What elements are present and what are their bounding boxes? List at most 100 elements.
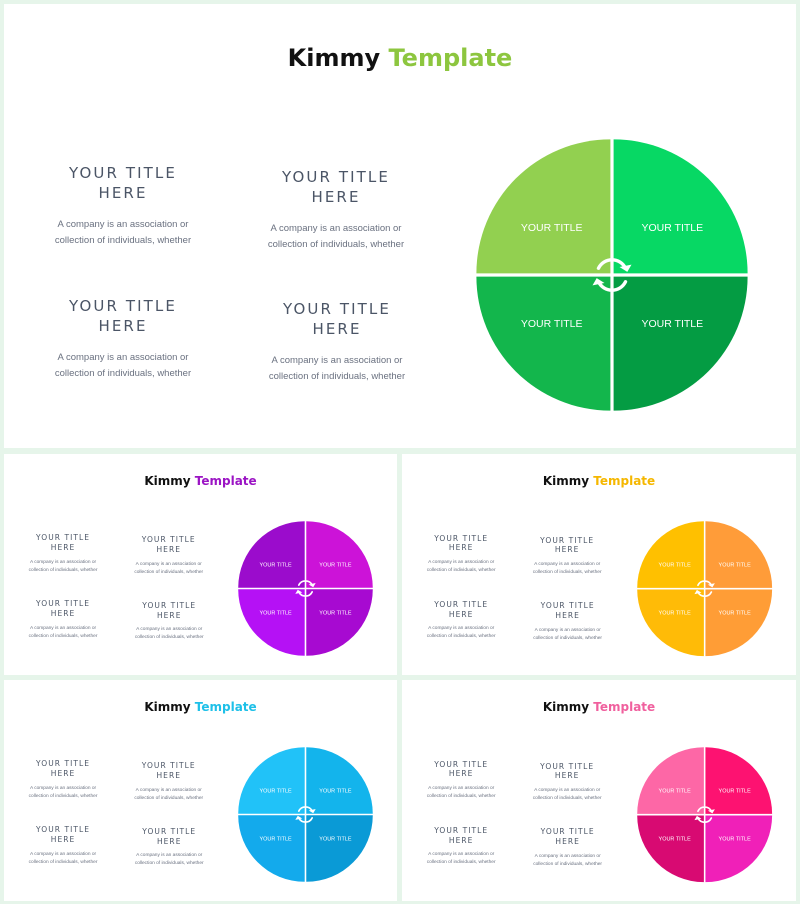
refresh-cycle-icon	[694, 580, 715, 598]
block-description: A company is an association or collectio…	[28, 785, 98, 799]
quadrant-pie: YOUR TITLE YOUR TITLE YOUR TITLE YOUR TITLE	[237, 520, 374, 657]
pie-quadrant	[613, 276, 748, 411]
pie-quadrant	[238, 589, 305, 656]
text-block: YOUR TITLE HERE A company is an associati…	[114, 761, 223, 803]
quadrant-label: YOUR TITLE	[641, 222, 703, 234]
slide-title: Kimmy Template	[402, 700, 796, 714]
slide-title: Kimmy Template	[4, 700, 397, 714]
quadrant-label: YOUR TITLE	[718, 611, 751, 617]
title-word-2: Template	[593, 473, 656, 488]
pie-quadrant	[306, 815, 373, 882]
quadrant-label: YOUR TITLE	[521, 318, 583, 330]
block-description: A company is an association or collectio…	[268, 355, 406, 382]
block-description: A company is an association or collectio…	[533, 627, 603, 641]
thumbnail-slide[interactable]: Kimmy Template YOUR TITLE HERE A company i…	[402, 680, 796, 901]
quadrant-label: YOUR TITLE	[658, 837, 691, 843]
title-word-1: Kimmy	[144, 473, 191, 488]
pie-quadrant	[637, 747, 704, 815]
block-description: A company is an association or collectio…	[134, 853, 204, 867]
block-description: A company is an association or collectio…	[532, 562, 602, 576]
pie-quadrant	[637, 521, 704, 589]
quadrant-label: YOUR TITLE	[658, 611, 691, 617]
block-description: A company is an association or collectio…	[28, 625, 98, 639]
pie-quadrant	[238, 815, 305, 882]
text-block: YOUR TITLE HERE A company is an associati…	[115, 827, 224, 869]
block-description: A company is an association or collectio…	[28, 851, 98, 865]
quadrant-label: YOUR TITLE	[718, 563, 751, 569]
block-description: A company is an association or collectio…	[533, 853, 603, 867]
quadrant-label: YOUR TITLE	[260, 610, 293, 616]
quadrant-label: YOUR TITLE	[320, 610, 353, 616]
pie-quadrant	[613, 139, 748, 274]
text-block: YOUR TITLE HERE A company is an associati…	[512, 762, 621, 804]
quadrant-label: YOUR TITLE	[320, 563, 353, 569]
title-word-2: Template	[388, 44, 513, 72]
text-block: YOUR TITLE HERE A company is an associati…	[8, 825, 117, 867]
slide-title: Kimmy Template	[4, 474, 397, 488]
pie-quadrant	[705, 589, 772, 657]
quadrant-label: YOUR TITLE	[718, 837, 751, 843]
text-block: YOUR TITLE HERE A company is an associati…	[13, 297, 233, 382]
block-description: A company is an association or collectio…	[426, 852, 496, 866]
text-block: YOUR TITLE HERE A company is an associati…	[8, 759, 117, 801]
pie-quadrant	[705, 521, 772, 589]
quadrant-label: YOUR TITLE	[260, 836, 293, 842]
pie-quadrant	[476, 139, 611, 274]
quadrant-label: YOUR TITLE	[320, 836, 353, 842]
block-title: YOUR TITLE HERE	[540, 761, 595, 781]
block-description: A company is an association or collectio…	[134, 561, 204, 575]
block-title: YOUR TITLE HERE	[282, 168, 390, 206]
block-description: A company is an association or collectio…	[134, 787, 204, 801]
title-word-1: Kimmy	[287, 44, 381, 72]
pie-quadrant	[238, 747, 305, 814]
title-word-1: Kimmy	[542, 473, 590, 488]
pie-quadrant	[306, 747, 373, 814]
pie-quadrant	[238, 521, 305, 588]
block-title: YOUR TITLE HERE	[540, 601, 595, 620]
text-block: YOUR TITLE HERE A company is an associati…	[406, 760, 515, 802]
block-description: A company is an association or collectio…	[426, 786, 496, 800]
thumbnail-slide[interactable]: Kimmy Template YOUR TITLE HERE A company i…	[4, 680, 397, 901]
block-title: YOUR TITLE HERE	[69, 164, 177, 202]
quadrant-label: YOUR TITLE	[521, 222, 583, 234]
block-description: A company is an association or collectio…	[532, 788, 602, 802]
text-block: YOUR TITLE HERE A company is an associati…	[114, 535, 223, 577]
block-description: A company is an association or collectio…	[426, 560, 496, 574]
block-description: A company is an association or collectio…	[54, 352, 192, 379]
block-description: A company is an association or collectio…	[426, 626, 496, 640]
block-title: YOUR TITLE HERE	[141, 761, 196, 781]
pie-quadrant	[306, 589, 373, 656]
block-title: YOUR TITLE HERE	[434, 599, 489, 619]
block-title: YOUR TITLE HERE	[36, 759, 90, 779]
pie-quadrant	[476, 276, 611, 411]
thumbnail-slide[interactable]: Kimmy Template YOUR TITLE HERE A company i…	[4, 454, 397, 675]
quadrant-pie: YOUR TITLE YOUR TITLE YOUR TITLE YOUR TITLE	[636, 746, 773, 883]
block-title: YOUR TITLE HERE	[69, 297, 177, 335]
title-word-2: Template	[194, 473, 257, 488]
block-title: YOUR TITLE HERE	[36, 825, 90, 845]
text-block: YOUR TITLE HERE A company is an associati…	[226, 168, 446, 253]
text-block: YOUR TITLE HERE A company is an associati…	[406, 826, 515, 868]
quadrant-label: YOUR TITLE	[320, 789, 353, 795]
text-block: YOUR TITLE HERE A company is an associati…	[13, 164, 233, 249]
quadrant-pie: YOUR TITLE YOUR TITLE YOUR TITLE YOUR TITLE	[636, 520, 773, 657]
pie-quadrant	[705, 747, 772, 815]
title-word-1: Kimmy	[542, 699, 590, 714]
block-title: YOUR TITLE HERE	[141, 535, 196, 555]
block-title: YOUR TITLE HERE	[434, 825, 489, 845]
block-title: YOUR TITLE HERE	[142, 600, 197, 620]
text-block: YOUR TITLE HERE A company is an associati…	[406, 600, 515, 642]
slide-title: Kimmy Template	[402, 474, 796, 488]
block-description: A company is an association or collectio…	[54, 219, 192, 246]
main-slide: Kimmy Template YOUR TITLE HERE A company i…	[4, 4, 796, 448]
thumbnail-slide[interactable]: Kimmy Template YOUR TITLE HERE A company i…	[402, 454, 796, 675]
pie-quadrant	[705, 815, 772, 883]
slide-title: Kimmy Template	[4, 44, 796, 72]
block-title: YOUR TITLE HERE	[36, 533, 90, 553]
quadrant-label: YOUR TITLE	[260, 563, 293, 569]
text-block: YOUR TITLE HERE A company is an associati…	[513, 827, 622, 869]
text-block: YOUR TITLE HERE A company is an associati…	[406, 534, 515, 576]
text-block: YOUR TITLE HERE A company is an associati…	[227, 300, 447, 385]
refresh-cycle-icon	[592, 258, 632, 292]
block-description: A company is an association or collectio…	[134, 627, 204, 641]
